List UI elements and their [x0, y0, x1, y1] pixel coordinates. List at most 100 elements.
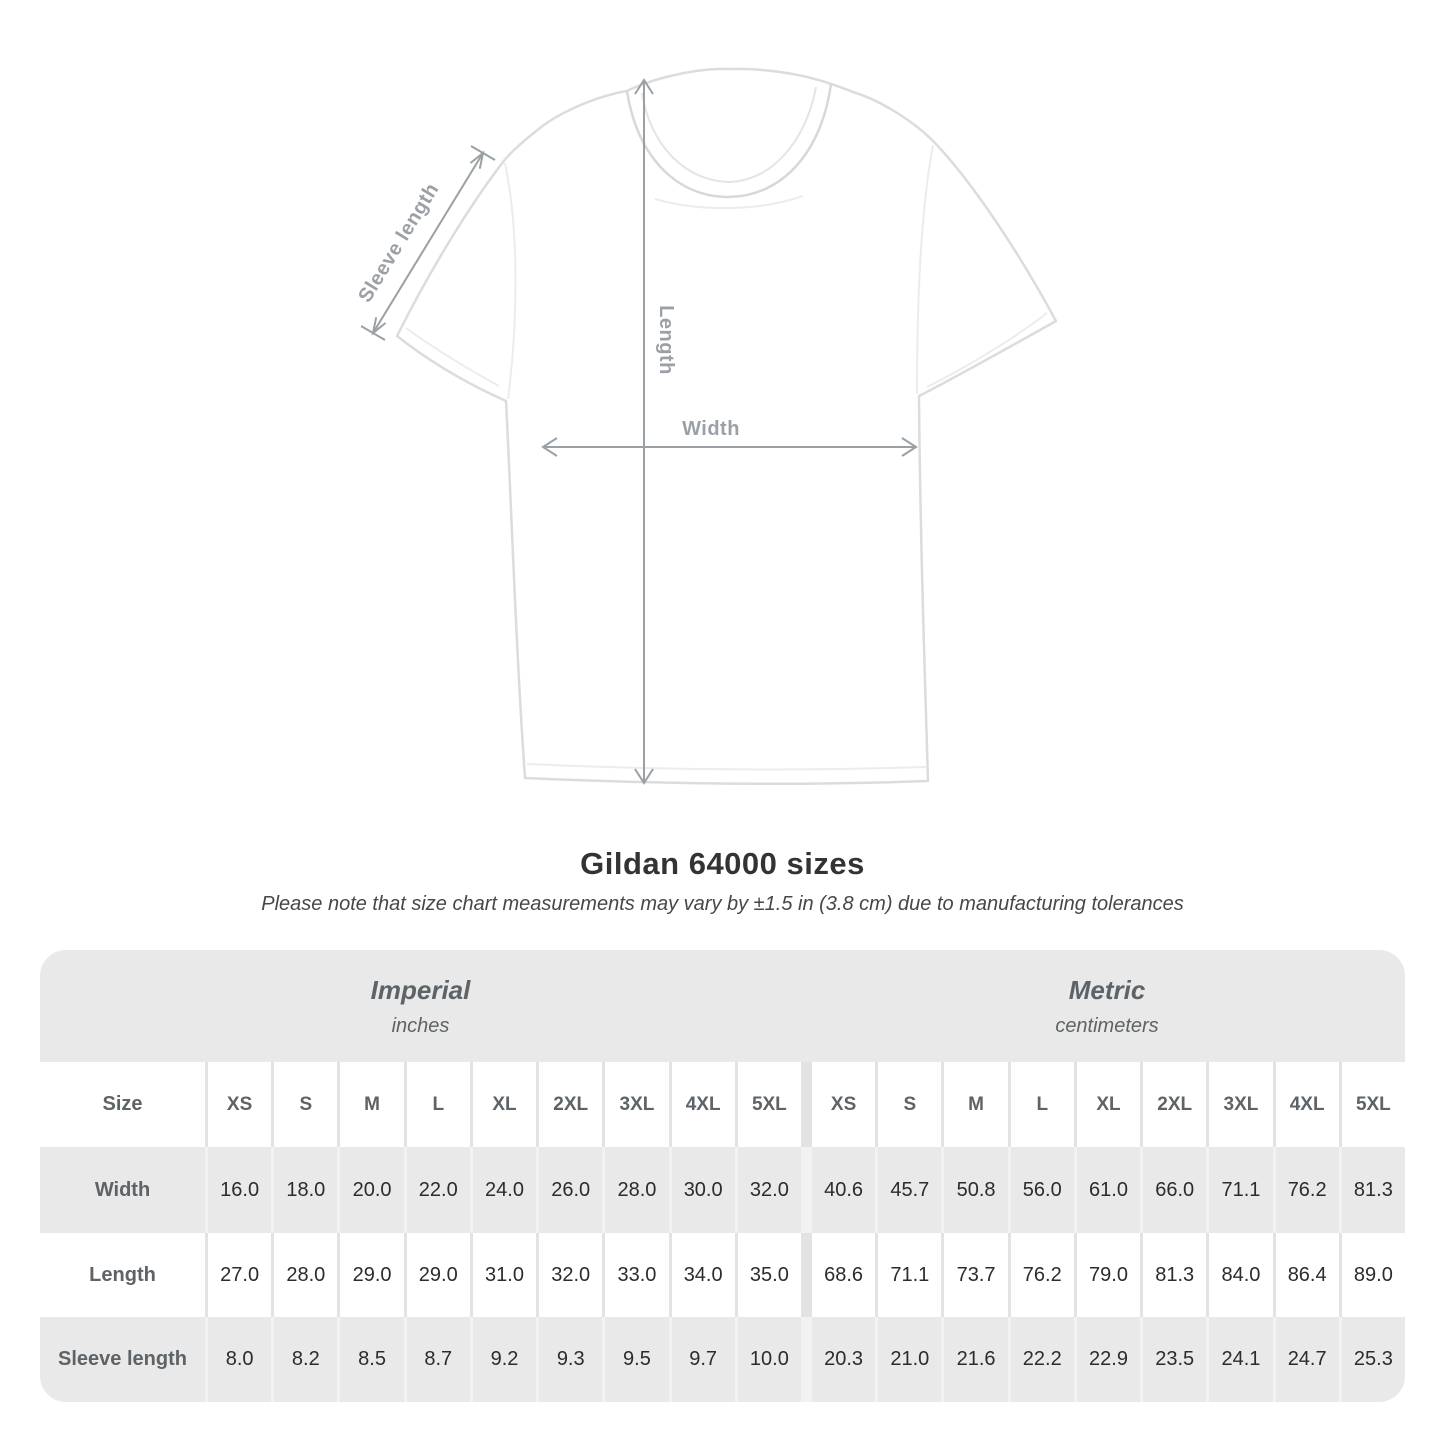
table-cell: 22.9: [1073, 1317, 1140, 1402]
table-cell: 26.0: [536, 1147, 602, 1233]
table-cell: 73.7: [941, 1233, 1007, 1317]
table-cell: 28.0: [271, 1233, 337, 1317]
table-cell: 68.6: [808, 1233, 875, 1317]
table-cell: M: [337, 1062, 403, 1147]
table-cell: 71.1: [1206, 1147, 1272, 1233]
table-cell: 16.0: [205, 1147, 271, 1233]
section-divider: [800, 1062, 809, 1147]
tolerance-note: Please note that size chart measurements…: [261, 893, 1184, 915]
table-cell: XL: [1073, 1062, 1140, 1147]
table-cell: 24.1: [1206, 1317, 1272, 1402]
table-cell: 84.0: [1206, 1233, 1272, 1317]
table-cell: 18.0: [271, 1147, 337, 1233]
imperial-unit: inches: [391, 1014, 450, 1037]
width-label: Width: [682, 418, 740, 440]
table-cell: 33.0: [602, 1233, 668, 1317]
length-arrow: [634, 78, 654, 785]
table-cell: 8.0: [205, 1317, 271, 1402]
table-cell: 29.0: [337, 1233, 403, 1317]
width-arrow: [541, 437, 918, 457]
table-cell: L: [403, 1062, 470, 1147]
table-cell: 86.4: [1272, 1233, 1339, 1317]
table-row-sleeve-length: Sleeve length 8.0 8.2 8.5 8.7 9.2 9.3 9.5 9.7 10.…: [40, 1317, 1405, 1402]
table-cell: 20.3: [808, 1317, 875, 1402]
measurement-arrows: [360, 78, 918, 785]
table-cell: 20.0: [337, 1147, 403, 1233]
table-cell: 34.0: [668, 1233, 735, 1317]
table-cell: 8.7: [403, 1317, 470, 1402]
table-cell: 2XL: [1140, 1062, 1206, 1147]
metric-section-header: Metric centimeters: [809, 950, 1405, 1062]
table-cell: 76.2: [1007, 1233, 1074, 1317]
table-cell: 89.0: [1338, 1233, 1405, 1317]
table-cell: 5XL: [734, 1062, 801, 1147]
table-cell: 5XL: [1338, 1062, 1405, 1147]
table-row-width: Width 16.0 18.0 20.0 22.0 24.0 26.0 28.0 30.0 32.…: [40, 1147, 1405, 1233]
table-cell: 35.0: [734, 1233, 801, 1317]
table-cell: 32.0: [734, 1147, 801, 1233]
section-divider: [800, 1317, 809, 1402]
table-cell: 24.0: [469, 1147, 536, 1233]
table-cell: 9.2: [469, 1317, 536, 1402]
table-cell: 4XL: [1272, 1062, 1339, 1147]
table-cell: 79.0: [1073, 1233, 1140, 1317]
table-cell: 28.0: [602, 1147, 668, 1233]
table-cell: XL: [469, 1062, 536, 1147]
page-title: Gildan 64000 sizes: [580, 846, 865, 881]
row-label: Size: [102, 1093, 143, 1115]
table-cell: 25.3: [1338, 1317, 1405, 1402]
table-cell: 27.0: [205, 1233, 271, 1317]
table-cell: XS: [808, 1062, 875, 1147]
tshirt-collar-seam: [641, 86, 817, 183]
row-label: Sleeve length: [58, 1348, 187, 1370]
imperial-section-header: Imperial inches: [40, 950, 801, 1062]
table-cell: 61.0: [1073, 1147, 1140, 1233]
table-cell: 9.7: [668, 1317, 735, 1402]
table-cell: 22.2: [1007, 1317, 1074, 1402]
metric-label: Metric: [1068, 974, 1146, 1005]
row-label: Length: [89, 1263, 156, 1286]
table-cell: 56.0: [1007, 1147, 1074, 1233]
sleeve-length-arrow: [360, 145, 496, 341]
tshirt-seams: [405, 144, 1048, 771]
table-cell: 40.6: [808, 1147, 875, 1233]
table-cell: M: [941, 1062, 1007, 1147]
table-cell: 29.0: [403, 1233, 470, 1317]
table-cell: 66.0: [1140, 1147, 1206, 1233]
table-cell: 30.0: [668, 1147, 735, 1233]
tshirt-illustration: [395, 67, 1058, 786]
unit-header-row: Imperial inches Metric centimeters: [40, 950, 1405, 1062]
table-cell: 31.0: [469, 1233, 536, 1317]
table-cell: 81.3: [1338, 1147, 1405, 1233]
imperial-label: Imperial: [370, 974, 471, 1005]
table-cell: 9.5: [602, 1317, 668, 1402]
tshirt-body: [395, 67, 1058, 786]
table-cell: XS: [205, 1062, 271, 1147]
section-divider: [800, 1233, 809, 1317]
section-divider: [800, 1147, 809, 1233]
table-cell: 3XL: [1206, 1062, 1272, 1147]
table-cell: 2XL: [536, 1062, 602, 1147]
table-cell: 24.7: [1272, 1317, 1339, 1402]
table-cell: 21.0: [875, 1317, 941, 1402]
table-cell: 10.0: [734, 1317, 801, 1402]
table-cell: 50.8: [941, 1147, 1007, 1233]
length-label: Length: [655, 305, 677, 375]
tshirt-diagram: Sleeve length Length Width: [354, 67, 1058, 786]
table-cell: 76.2: [1272, 1147, 1339, 1233]
table-cell: L: [1007, 1062, 1074, 1147]
table-cell: 81.3: [1140, 1233, 1206, 1317]
table-cell: 8.5: [337, 1317, 403, 1402]
table-cell: 3XL: [602, 1062, 668, 1147]
size-header-row: Size XS S M L XL 2XL 3XL 4XL 5XL XS S M L XL 2XL 3XL 4XL 5…: [40, 1062, 1405, 1147]
row-label: Width: [94, 1178, 151, 1201]
table-cell: 22.0: [403, 1147, 470, 1233]
table-cell: 8.2: [271, 1317, 337, 1402]
size-table: Imperial inches Metric centimeters Size X…: [40, 950, 1405, 1402]
table-cell: 32.0: [536, 1233, 602, 1317]
table-cell: 4XL: [668, 1062, 735, 1147]
table-cell: 23.5: [1140, 1317, 1206, 1402]
table-row-length: Length 27.0 28.0 29.0 29.0 31.0 32.0 33.0 34.0 35…: [40, 1233, 1405, 1317]
table-cell: 45.7: [875, 1147, 941, 1233]
